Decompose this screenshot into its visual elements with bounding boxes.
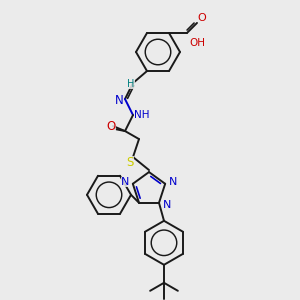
Text: N: N — [115, 94, 123, 106]
Text: OH: OH — [189, 38, 205, 48]
Text: N: N — [121, 177, 129, 187]
Text: S: S — [126, 156, 134, 169]
Text: O: O — [106, 120, 116, 133]
Text: H: H — [127, 79, 135, 89]
Text: O: O — [198, 13, 206, 23]
Text: N: N — [163, 200, 171, 210]
Text: NH: NH — [134, 110, 150, 120]
Text: N: N — [169, 177, 177, 187]
